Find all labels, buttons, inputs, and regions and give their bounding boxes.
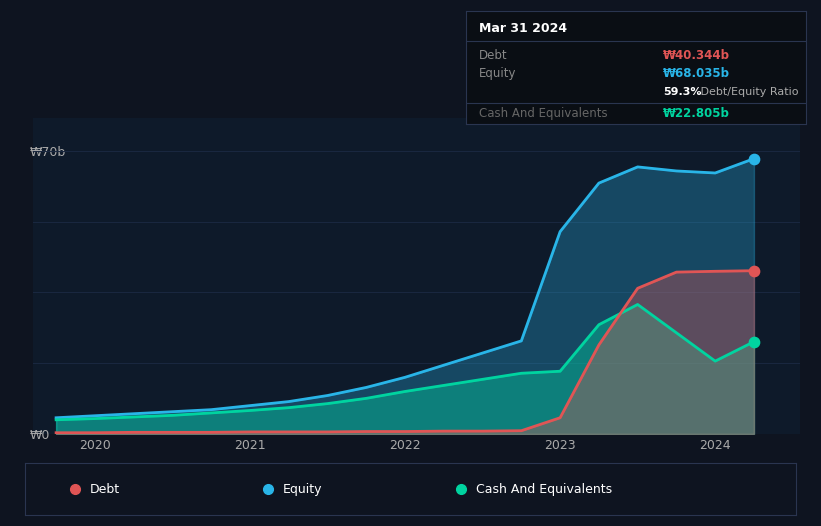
Text: Debt/Equity Ratio: Debt/Equity Ratio [697, 87, 799, 97]
Point [747, 267, 760, 275]
Text: Cash And Equivalents: Cash And Equivalents [479, 107, 608, 120]
Text: ₩40.344b: ₩40.344b [663, 49, 730, 62]
Text: ₩68.035b: ₩68.035b [663, 67, 730, 80]
Point [747, 338, 760, 346]
Point [747, 155, 760, 163]
Text: Cash And Equivalents: Cash And Equivalents [476, 483, 612, 495]
Text: Debt: Debt [479, 49, 507, 62]
Text: Mar 31 2024: Mar 31 2024 [479, 22, 567, 35]
Text: 59.3%: 59.3% [663, 87, 702, 97]
Text: Equity: Equity [479, 67, 516, 80]
Text: Equity: Equity [283, 483, 323, 495]
Text: Debt: Debt [90, 483, 121, 495]
Text: ₩22.805b: ₩22.805b [663, 107, 730, 120]
